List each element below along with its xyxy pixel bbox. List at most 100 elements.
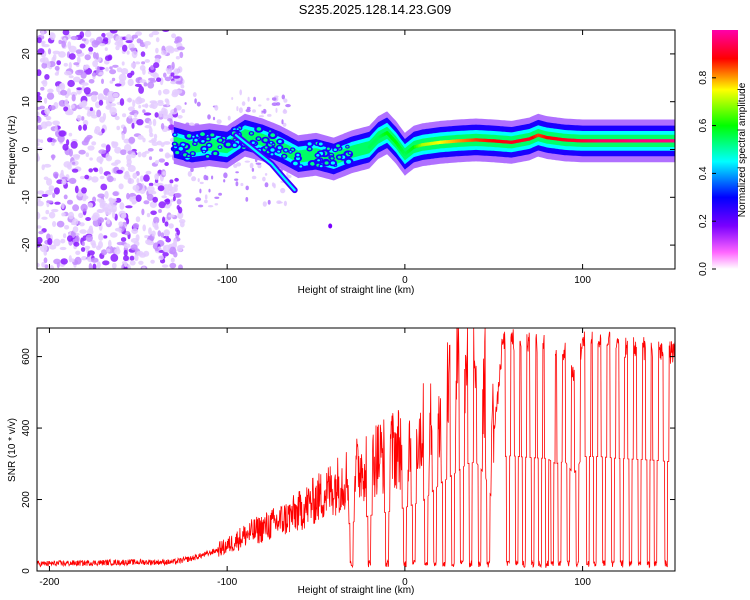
noise-blob	[62, 143, 69, 151]
noise-blob	[116, 125, 120, 131]
noise-blob	[109, 103, 116, 107]
noise-blob	[234, 178, 239, 181]
noise-blob	[98, 166, 104, 175]
noise-blob	[54, 201, 61, 205]
noise-blob	[83, 87, 91, 95]
noise-blob	[195, 197, 202, 202]
noise-blob	[43, 257, 48, 264]
noise-blob	[240, 182, 244, 187]
noise-blob	[160, 123, 165, 130]
noise-blob	[251, 167, 255, 172]
noise-blob	[123, 266, 128, 269]
noise-blob	[83, 65, 89, 70]
noise-blob	[275, 102, 281, 106]
noise-blob	[197, 178, 200, 183]
noise-blob	[70, 35, 79, 41]
ridge-blob-core	[318, 142, 323, 146]
noise-blob	[54, 124, 58, 132]
ridge-blob-core	[299, 165, 303, 168]
noise-blob	[108, 197, 114, 203]
noise-blob	[92, 60, 98, 68]
noise-blob	[82, 124, 88, 131]
noise-blob	[138, 98, 146, 103]
noise-blob	[163, 141, 171, 145]
noise-blob	[101, 128, 105, 134]
noise-blob	[51, 208, 59, 213]
noise-blob	[44, 108, 51, 115]
noise-blob	[106, 248, 111, 253]
x-tick-label: 0	[402, 577, 408, 588]
noise-blob	[91, 40, 99, 48]
noise-blob	[162, 216, 166, 224]
spectrogram-x-axis-title: Height of straight line (km)	[298, 285, 415, 296]
noise-blob	[96, 261, 101, 269]
noise-blob	[164, 98, 169, 103]
noise-blob	[152, 118, 157, 127]
noise-blob	[111, 210, 116, 219]
noise-blob	[58, 99, 67, 107]
noise-blob	[121, 61, 125, 66]
noise-blob	[62, 233, 67, 239]
noise-blob	[91, 214, 99, 221]
noise-blob	[80, 203, 88, 212]
noise-blob	[154, 160, 159, 165]
noise-blob	[132, 223, 140, 229]
noise-blob	[70, 141, 78, 149]
noise-blob	[271, 97, 277, 101]
ridge-blob-core	[270, 141, 273, 144]
ridge-blob-core	[218, 138, 223, 142]
noise-blob	[101, 143, 107, 148]
noise-blob	[148, 120, 152, 126]
noise-blob	[71, 94, 76, 102]
noise-blob	[216, 119, 222, 124]
noise-blob	[204, 194, 208, 200]
noise-blob	[70, 91, 78, 97]
noise-blob	[132, 184, 140, 191]
figure-title: S235.2025.128.14.23.G09	[299, 2, 452, 17]
noise-blob	[146, 213, 151, 218]
noise-blob	[53, 238, 61, 247]
ridge-blob-core	[270, 153, 274, 156]
noise-blob	[142, 68, 146, 75]
noise-blob	[84, 54, 91, 61]
noise-blob	[123, 249, 128, 257]
ridge-blob-core	[264, 146, 268, 149]
noise-blob	[155, 247, 159, 252]
noise-blob	[79, 175, 86, 180]
noise-blob	[81, 82, 89, 86]
noise-blob	[142, 109, 146, 113]
x-tick-label: -200	[39, 275, 59, 286]
ridge-blob-core	[319, 165, 323, 168]
noise-blob	[172, 75, 181, 79]
noise-blob	[53, 258, 61, 265]
noise-blob	[71, 168, 79, 173]
noise-blob	[282, 122, 287, 127]
noise-blob	[52, 221, 57, 227]
noise-blob	[155, 47, 159, 54]
noise-blob	[68, 132, 73, 137]
noise-blob	[137, 135, 144, 140]
noise-blob	[49, 244, 57, 250]
noise-blob	[41, 62, 48, 69]
noise-blob	[174, 89, 183, 94]
noise-blob	[119, 202, 125, 210]
noise-blob	[162, 114, 170, 120]
noise-blob	[108, 208, 117, 212]
noise-blob	[56, 220, 65, 228]
noise-blob	[74, 185, 79, 194]
ridge-blob-core	[218, 146, 222, 149]
ridge-blob-core	[225, 142, 231, 147]
noise-blob	[59, 246, 67, 251]
noise-blob	[281, 119, 284, 125]
noise-blob	[123, 255, 129, 262]
noise-blob	[61, 40, 66, 48]
noise-blob	[81, 241, 85, 247]
noise-blob	[84, 136, 91, 141]
noise-blob	[79, 43, 86, 49]
noise-blob	[37, 37, 42, 44]
noise-blob	[92, 196, 97, 203]
noise-blob	[197, 204, 204, 208]
noise-blob	[125, 40, 133, 44]
noise-blob	[60, 89, 68, 96]
